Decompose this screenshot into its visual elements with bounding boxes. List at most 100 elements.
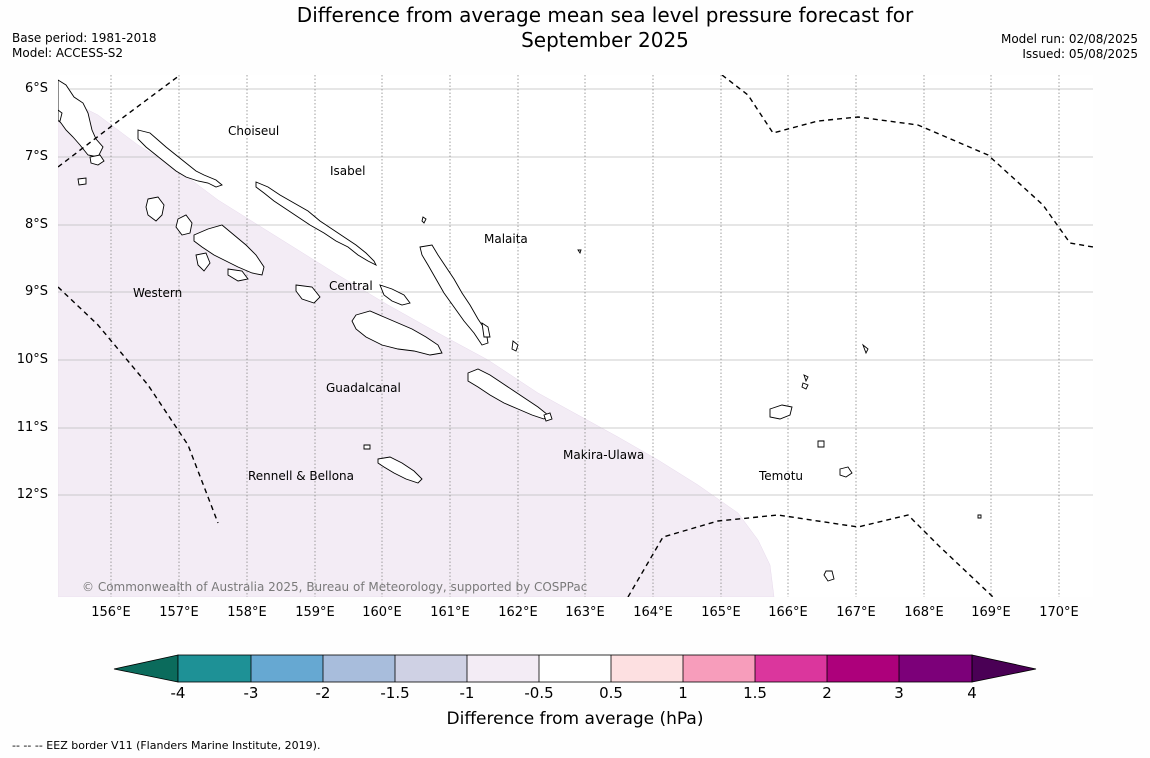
meta-right: Model run: 02/08/2025 Issued: 05/08/2025 <box>1001 32 1138 62</box>
guadalcanal-island <box>351 310 443 356</box>
russell-islands <box>295 284 321 304</box>
colorbar-tick-label: -0.5 <box>524 684 554 702</box>
vangunu-island <box>227 268 249 282</box>
tikopia-island <box>823 570 835 582</box>
region-label-central: Central <box>329 279 373 293</box>
colorbar <box>113 654 1037 683</box>
colorbar-segment-2 <box>251 655 323 682</box>
colorbar-tick-label: 1 <box>678 684 688 702</box>
bougainville-island <box>58 79 104 158</box>
colorbar-tick-label: 0.5 <box>599 684 623 702</box>
region-label-choiseul: Choiseul <box>228 124 280 138</box>
lon-label-165e: 165°E <box>701 605 741 620</box>
colorbar-tick-label: -2 <box>315 684 331 702</box>
sikaiana-island <box>577 249 582 255</box>
lon-label-169e: 169°E <box>971 605 1011 620</box>
meta-left: Base period: 1981-2018 Model: ACCESS-S2 <box>12 31 157 61</box>
lon-label-162e: 162°E <box>498 605 538 620</box>
rennell-island <box>377 456 423 484</box>
region-label-western: Western <box>133 286 183 300</box>
lat-label-10s: 10°S <box>16 352 48 367</box>
region-label-makira-ulawa: Makira-Ulawa <box>563 448 645 462</box>
ulawa-island <box>511 340 519 352</box>
vella-lavella-island <box>145 196 165 222</box>
eez-footnote: -- -- -- EEZ border V11 (Flanders Marine… <box>12 739 321 752</box>
colorbar-tick-label: -4 <box>170 684 186 702</box>
buka-islet <box>58 109 63 122</box>
colorbar-tick-label: 2 <box>822 684 832 702</box>
lat-label-7s: 7°S <box>24 149 48 164</box>
eez-borders <box>58 75 1093 597</box>
region-label-isabel: Isabel <box>330 164 366 178</box>
treasury-island <box>77 177 87 186</box>
colorbar-title: Difference from average (hPa) <box>446 709 704 729</box>
colorbar-segment-5 <box>467 655 539 682</box>
lon-label-163e: 163°E <box>565 605 605 620</box>
lon-label-168e: 168°E <box>904 605 944 620</box>
region-label-malaita: Malaita <box>484 232 528 246</box>
map-canvas <box>58 75 1093 597</box>
bellona-island <box>363 444 371 450</box>
kolombangara-island <box>175 214 193 236</box>
isabel-island <box>255 181 378 267</box>
title-line-1: Difference from average mean sea level p… <box>296 3 914 27</box>
colorbar-segment-4 <box>395 655 467 682</box>
lat-label-6s: 6°S <box>24 81 48 96</box>
lon-label-170e: 170°E <box>1039 605 1079 620</box>
issue-date: Issued: 05/08/2025 <box>1022 47 1138 61</box>
title-line-2: September 2025 <box>521 28 689 52</box>
model-run: Model run: 02/08/2025 <box>1000 32 1138 46</box>
santa-ana-island <box>543 412 553 422</box>
colorbar-tick-label: 4 <box>967 684 977 702</box>
region-label-temotu: Temotu <box>759 469 804 483</box>
florida-islands <box>379 284 411 306</box>
colorbar-segment-7 <box>611 655 683 682</box>
lon-label-161e: 161°E <box>430 605 470 620</box>
lat-label-11s: 11°S <box>16 420 48 435</box>
colorbar-extend-high <box>971 654 1037 683</box>
lon-label-160e: 160°E <box>362 605 402 620</box>
lat-label-9s: 9°S <box>24 284 48 299</box>
region-label-rennell-bellona: Rennell & Bellona <box>248 469 355 483</box>
colorbar-tick-label: 3 <box>894 684 904 702</box>
colorbar-segment-9 <box>755 655 827 682</box>
malaita-island <box>419 244 489 346</box>
colorbar-tick-label: -1 <box>459 684 475 702</box>
colorbar-tick-label: 1.5 <box>743 684 767 702</box>
colorbar-segment-6 <box>539 655 611 682</box>
colorbar-tick-label: -3 <box>243 684 259 702</box>
colorbar-segment-10 <box>827 655 899 682</box>
rendova-island <box>195 252 211 272</box>
duff-islands <box>803 374 809 383</box>
colorbar-extend-low <box>113 654 179 683</box>
lon-label-157e: 157°E <box>159 605 199 620</box>
chart-title: Difference from average mean sea level p… <box>280 3 930 53</box>
ontong-java-island <box>421 216 427 224</box>
utupua-island <box>817 440 825 448</box>
lon-label-167e: 167°E <box>836 605 876 620</box>
base-period: Base period: 1981-2018 <box>12 31 157 45</box>
lat-label-8s: 8°S <box>24 217 48 232</box>
colorbar-tick-label: -1.5 <box>380 684 410 702</box>
lat-gridlines <box>58 88 1093 496</box>
lon-label-158e: 158°E <box>227 605 267 620</box>
colorbar-segment-1 <box>178 655 251 682</box>
lon-label-159e: 159°E <box>295 605 335 620</box>
colorbar-segment-8 <box>683 655 755 682</box>
reef-islands <box>801 382 809 390</box>
copyright-credit: © Commonwealth of Australia 2025, Bureau… <box>82 580 588 594</box>
vanikoro-island <box>839 466 853 478</box>
colorbar-segment-3 <box>323 655 395 682</box>
new-georgia-island <box>193 224 265 276</box>
lat-label-12s: 12°S <box>16 487 48 502</box>
small-malaita-island <box>481 322 491 338</box>
map-panel: Choiseul Isabel Malaita Western Central … <box>58 75 1093 597</box>
shortland-island <box>89 154 105 166</box>
santa-cruz-island <box>769 404 793 420</box>
eez-border-southeast <box>627 514 994 597</box>
colorbar-segment-11 <box>899 655 972 682</box>
model-name: Model: ACCESS-S2 <box>12 46 124 60</box>
stewart-islands <box>862 343 869 355</box>
lon-label-164e: 164°E <box>633 605 673 620</box>
colorbar-outline <box>177 654 973 683</box>
